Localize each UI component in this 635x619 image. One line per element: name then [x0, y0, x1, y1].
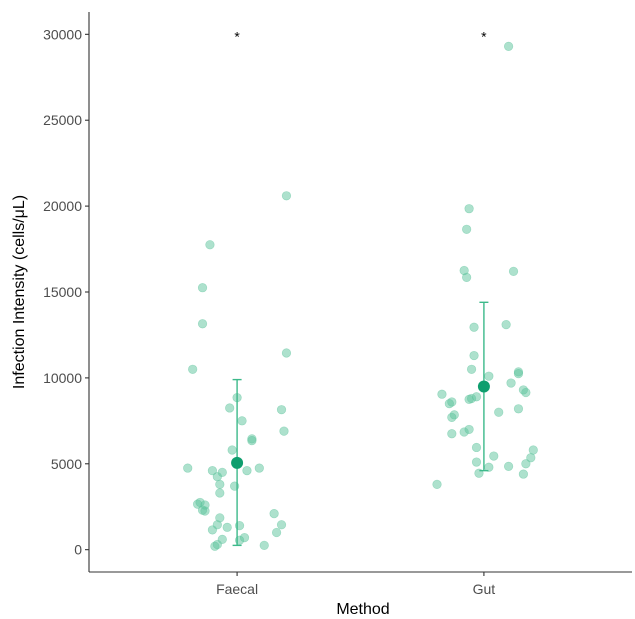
data-point — [271, 527, 282, 538]
data-point — [432, 479, 442, 489]
data-point — [222, 522, 232, 532]
data-point — [281, 348, 292, 358]
data-point — [464, 424, 474, 435]
data-point — [239, 533, 250, 543]
data-point — [207, 466, 218, 476]
x-ticks: Faecal Gut — [216, 572, 495, 597]
mean-point — [477, 380, 490, 393]
data-point — [437, 389, 447, 399]
mean-point — [231, 456, 244, 469]
data-point — [513, 367, 524, 377]
data-point — [247, 434, 257, 444]
data-point — [489, 451, 499, 461]
data-point — [217, 534, 227, 544]
data-point — [276, 520, 287, 530]
data-point — [494, 407, 504, 417]
data-point — [259, 540, 269, 550]
data-point — [521, 387, 531, 398]
data-point — [471, 392, 482, 402]
data-point — [188, 364, 198, 374]
x-tick-label: Faecal — [216, 581, 258, 597]
data-point — [469, 350, 479, 361]
data-point — [447, 397, 457, 407]
data-point — [466, 364, 477, 374]
data-point — [447, 429, 457, 439]
data-point — [464, 204, 474, 214]
data-point — [200, 500, 210, 510]
x-axis: Faecal Gut — [89, 571, 632, 597]
data-point — [215, 513, 225, 523]
data-point — [217, 467, 227, 477]
y-axis: 0 5000 10000 15000 20000 25000 30000 — [43, 12, 90, 572]
data-point — [501, 320, 511, 330]
y-tick-label: 25000 — [43, 112, 82, 128]
x-tick-label: Gut — [473, 581, 496, 597]
data-point — [449, 410, 459, 420]
data-point — [513, 404, 524, 414]
data-point — [469, 322, 479, 332]
y-tick-label: 30000 — [43, 26, 82, 42]
data-point — [215, 488, 225, 498]
data-point — [242, 466, 252, 476]
data-point — [281, 191, 292, 201]
data-point — [471, 457, 482, 467]
significance-marker: * — [234, 28, 240, 44]
data-point — [237, 416, 247, 426]
data-point — [225, 403, 235, 413]
y-tick-label: 10000 — [43, 370, 82, 386]
data-point — [528, 445, 538, 455]
data-point — [508, 266, 519, 276]
data-point — [205, 240, 215, 250]
significance-marker: * — [481, 28, 487, 44]
data-point — [521, 459, 531, 469]
data-point — [518, 469, 529, 479]
y-tick-label: 5000 — [51, 456, 82, 472]
data-point — [462, 224, 472, 234]
data-points — [183, 41, 538, 551]
data-point — [197, 319, 208, 329]
data-point — [471, 442, 482, 453]
x-axis-title: Method — [336, 601, 389, 618]
data-point — [503, 41, 514, 51]
y-tick-label: 20000 — [43, 198, 82, 214]
data-point — [526, 453, 536, 463]
data-point — [227, 445, 237, 455]
data-point — [215, 479, 225, 489]
data-point — [462, 272, 472, 282]
group-summaries: * * — [231, 28, 490, 547]
data-point — [254, 463, 264, 473]
data-point — [276, 405, 287, 415]
data-point — [503, 461, 514, 471]
data-point — [484, 371, 494, 381]
y-tick-label: 0 — [74, 542, 82, 558]
data-point — [506, 378, 516, 388]
data-point — [269, 508, 279, 519]
y-axis-title: Infection Intensity (cells/μL) — [11, 195, 28, 389]
data-point — [183, 463, 193, 473]
y-tick-label: 15000 — [43, 284, 82, 300]
data-point — [197, 283, 208, 293]
y-ticks: 0 5000 10000 15000 20000 25000 30000 — [43, 26, 89, 558]
data-point — [279, 426, 289, 436]
